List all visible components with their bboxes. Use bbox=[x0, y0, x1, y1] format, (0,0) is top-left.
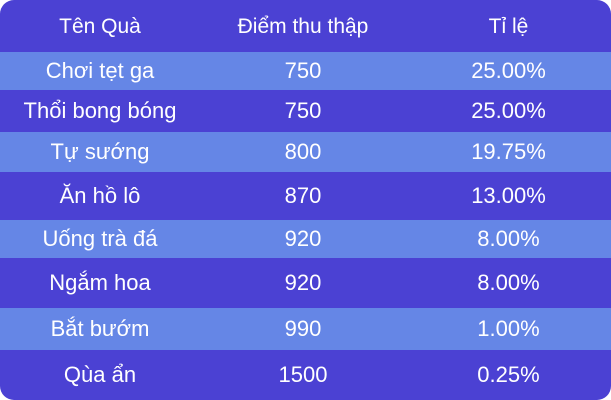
gift-name-cell: Qùa ẩn bbox=[63, 362, 137, 387]
points-cell: 870 bbox=[284, 183, 322, 208]
header-gift-name: Tên Quà bbox=[59, 14, 141, 38]
rate-cell: 25.00% bbox=[471, 98, 546, 123]
points-cell: 990 bbox=[284, 316, 322, 341]
rate-cell: 8.00% bbox=[477, 226, 540, 251]
table-row: Chơi tẹt ga 750 25.00% bbox=[0, 52, 611, 90]
rate-cell: 13.00% bbox=[471, 183, 546, 208]
header-points: Điểm thu thập bbox=[237, 14, 369, 38]
points-cell: 1500 bbox=[278, 362, 328, 387]
gift-name-cell: Ngắm hoa bbox=[49, 270, 151, 295]
points-cell: 750 bbox=[284, 58, 322, 83]
table-row: Ngắm hoa 920 8.00% bbox=[0, 258, 611, 308]
gift-name-cell: Thổi bong bóng bbox=[23, 98, 177, 123]
table-row: Bắt bướm 990 1.00% bbox=[0, 308, 611, 350]
rate-cell: 1.00% bbox=[477, 316, 540, 341]
gift-name-cell: Uống trà đá bbox=[42, 226, 158, 251]
points-cell: 800 bbox=[284, 139, 322, 164]
rate-cell: 8.00% bbox=[477, 270, 540, 295]
table-row: Qùa ẩn 1500 0.25% bbox=[0, 350, 611, 400]
table-header: Tên Quà Điểm thu thập Tỉ lệ bbox=[0, 0, 611, 52]
points-cell: 750 bbox=[284, 98, 322, 123]
table-row: Thổi bong bóng 750 25.00% bbox=[0, 90, 611, 132]
header-rate: Tỉ lệ bbox=[488, 14, 529, 38]
gift-name-cell: Tự sướng bbox=[50, 139, 150, 164]
points-cell: 920 bbox=[284, 270, 322, 295]
table-row: Uống trà đá 920 8.00% bbox=[0, 220, 611, 258]
rate-cell: 25.00% bbox=[471, 58, 546, 83]
gift-name-cell: Ăn hồ lô bbox=[59, 183, 141, 208]
gift-name-cell: Chơi tẹt ga bbox=[45, 58, 155, 83]
points-cell: 920 bbox=[284, 226, 322, 251]
gift-name-cell: Bắt bướm bbox=[50, 316, 150, 341]
table-row: Ăn hồ lô 870 13.00% bbox=[0, 172, 611, 220]
rate-cell: 19.75% bbox=[471, 139, 546, 164]
rate-cell: 0.25% bbox=[477, 362, 540, 387]
table-row: Tự sướng 800 19.75% bbox=[0, 132, 611, 172]
